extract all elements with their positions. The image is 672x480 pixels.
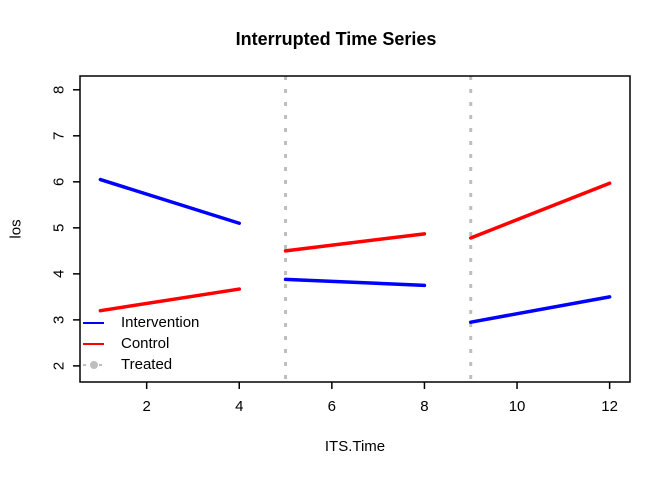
x-tick-label: 2 — [142, 398, 150, 415]
control-line-segment — [283, 232, 427, 253]
control-line-segment — [468, 181, 612, 240]
y-tick-label: 6 — [51, 178, 68, 186]
chart-title: Interrupted Time Series — [235, 29, 437, 49]
legend-item-intervention: Intervention — [83, 312, 199, 333]
legend-intervention-label: Intervention — [121, 314, 200, 331]
legend-treated-dot-icon — [90, 360, 98, 369]
y-tick-label: 8 — [51, 86, 68, 94]
intervention-line-segment — [98, 177, 242, 225]
y-tick-label: 5 — [51, 224, 68, 232]
y-tick-label: 2 — [51, 362, 68, 370]
legend-item-control: Control — [83, 333, 199, 354]
x-tick-label: 8 — [420, 398, 428, 415]
x-tick-label: 12 — [601, 398, 618, 415]
x-tick-label: 4 — [235, 398, 243, 415]
legend-control-label: Control — [121, 335, 170, 352]
control-line-segment — [98, 287, 242, 313]
intervention-line-segment — [283, 277, 427, 288]
legend: Intervention Control Treated — [83, 312, 199, 375]
y-tick-label: 3 — [51, 316, 68, 324]
legend-intervention-line — [83, 321, 104, 324]
legend-treated-line — [83, 360, 104, 369]
plot-box — [79, 75, 631, 383]
x-tick-label: 6 — [328, 398, 336, 415]
y-axis-label: los — [7, 219, 25, 239]
x-tick-label: 10 — [509, 398, 526, 415]
intervention-line-segment — [468, 295, 612, 324]
y-tick-label: 7 — [51, 132, 68, 140]
legend-control-line — [83, 342, 104, 345]
x-axis-label: ITS.Time — [324, 438, 386, 455]
legend-item-treated: Treated — [83, 354, 199, 375]
legend-treated-label: Treated — [121, 356, 173, 373]
y-tick-label: 4 — [51, 270, 68, 278]
